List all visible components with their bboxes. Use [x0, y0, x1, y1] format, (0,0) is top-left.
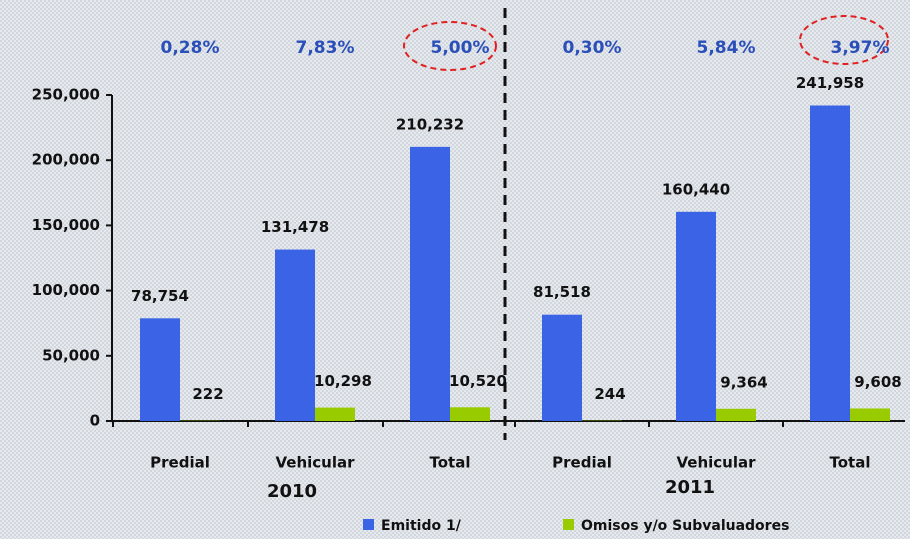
y-tick-label: 250,000 — [32, 86, 100, 104]
y-tick-label: 0 — [90, 412, 100, 430]
data-label: 78,754 — [131, 287, 189, 305]
bar — [275, 249, 315, 421]
bar — [315, 407, 355, 421]
annotation: 3,97% — [831, 38, 890, 58]
bar — [716, 408, 756, 421]
legend-label: Emitido 1/ — [381, 518, 462, 534]
y-tick-label: 200,000 — [32, 151, 100, 169]
data-label: 160,440 — [662, 180, 730, 198]
bar — [850, 408, 890, 421]
bar — [542, 314, 582, 421]
annotation: 0,30% — [563, 38, 622, 58]
annotation: 7,83% — [296, 38, 355, 58]
data-label: 241,958 — [796, 74, 864, 92]
y-tick-label: 150,000 — [32, 216, 100, 234]
highlight — [403, 21, 497, 71]
group-label: 2010 — [267, 481, 317, 502]
annotation: 0,28% — [161, 38, 220, 58]
bar — [410, 146, 450, 421]
data-label: 244 — [594, 385, 625, 403]
x-tick-label: Total — [830, 454, 871, 472]
data-label: 10,298 — [314, 372, 372, 390]
group-label: 2011 — [665, 477, 715, 498]
data-label: 210,232 — [396, 115, 464, 133]
x-tick-label: Vehicular — [676, 454, 756, 472]
data-label: 131,478 — [261, 218, 329, 236]
legend-swatch — [363, 519, 374, 530]
bar — [810, 105, 850, 422]
data-label: 9,364 — [720, 373, 767, 391]
data-label: 10,520 — [449, 372, 507, 390]
data-label: 222 — [192, 385, 223, 403]
x-tick-label: Predial — [150, 454, 210, 472]
legend-label: Omisos y/o Subvaluadores — [581, 518, 789, 534]
annotation: 5,00% — [431, 38, 490, 58]
bar — [450, 407, 490, 421]
x-tick-label: Vehicular — [275, 454, 355, 472]
legend-swatch — [563, 519, 574, 530]
highlight — [799, 15, 889, 65]
y-tick-label: 50,000 — [42, 346, 100, 364]
bar — [676, 211, 716, 421]
annotation: 5,84% — [697, 38, 756, 58]
data-label: 9,608 — [854, 373, 901, 391]
y-tick-label: 100,000 — [32, 281, 100, 299]
x-tick-label: Predial — [552, 454, 612, 472]
data-label: 81,518 — [533, 283, 591, 301]
x-tick-label: Total — [430, 454, 471, 472]
bar — [140, 318, 180, 421]
